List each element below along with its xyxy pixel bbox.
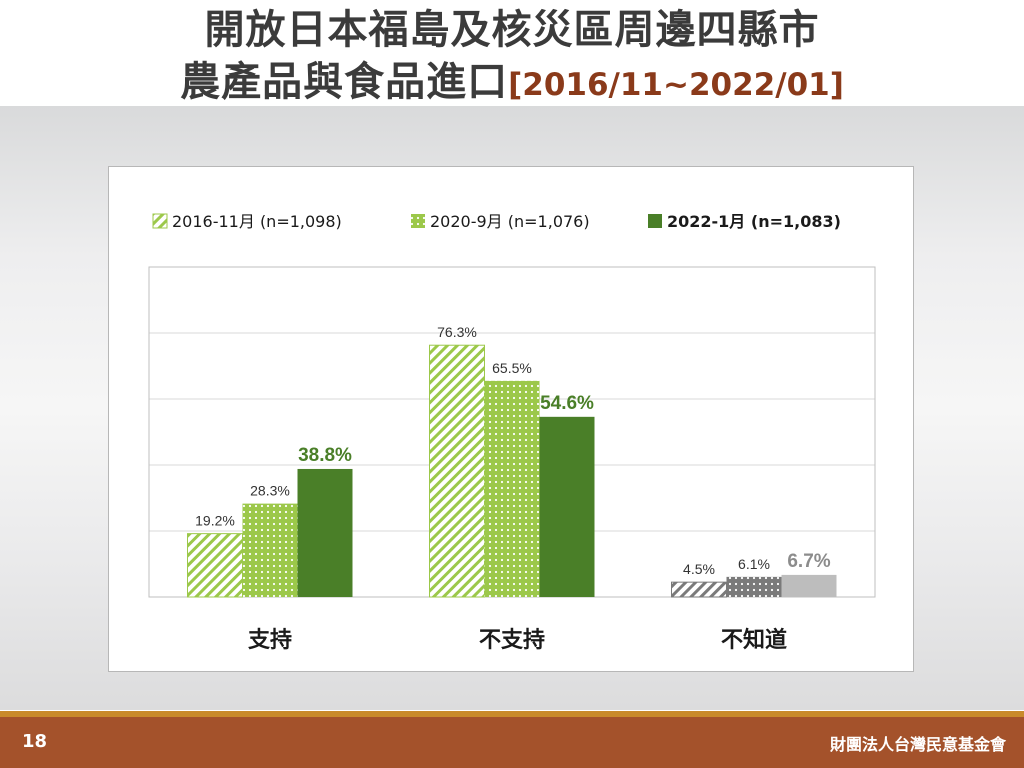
legend-label: 2020-9月 (n=1,076) [430, 212, 590, 231]
chart-value-labels: 19.2% 28.3% 38.8% 76.3% 65.5% 54.6% 4.5% 6.1% 6.… [195, 324, 831, 577]
legend-label: 2016-11月 (n=1,098) [172, 212, 342, 231]
title-line-2: 農產品與食品進口[2016/11~2022/01] [0, 56, 1024, 111]
data-label: 76.3% [437, 324, 477, 340]
category-label: 支持 [248, 628, 292, 653]
footer-accent-line [0, 711, 1024, 717]
title-date-range: [2016/11~2022/01] [508, 67, 844, 103]
bar [539, 416, 595, 597]
category-label: 不知道 [721, 627, 787, 653]
data-label: 65.5% [492, 360, 532, 376]
data-label: 6.7% [787, 551, 830, 572]
bar [671, 581, 727, 598]
chart-panel: 2016-11月 (n=1,098) 2020-9月 (n=1,076) 2022-… [108, 166, 914, 672]
data-label: 4.5% [683, 561, 715, 577]
title-line-1: 開放日本福島及核災區周邊四縣市 [204, 7, 820, 53]
chart-legend: 2016-11月 (n=1,098) 2020-9月 (n=1,076) 2022-… [152, 212, 841, 231]
bar [297, 468, 353, 597]
bar [242, 503, 298, 597]
data-label: 19.2% [195, 513, 235, 529]
data-label: 38.8% [298, 445, 352, 466]
data-label: 54.6% [540, 393, 594, 414]
bar [484, 380, 540, 597]
bar-chart: 2016-11月 (n=1,098) 2020-9月 (n=1,076) 2022-… [148, 212, 876, 653]
legend-label: 2022-1月 (n=1,083) [667, 212, 841, 231]
data-label: 6.1% [738, 556, 770, 572]
bar [781, 574, 837, 597]
organization-name: 財團法人台灣民意基金會 [829, 735, 1006, 754]
title-line-2-text: 農產品與食品進口 [180, 59, 509, 105]
legend-swatch [152, 213, 168, 229]
slide-title: 開放日本福島及核災區周邊四縣市 農產品與食品進口[2016/11~2022/01… [0, 4, 1024, 111]
data-label: 28.3% [250, 483, 290, 499]
page-number: 18 [22, 731, 48, 752]
chart-bars [187, 344, 837, 598]
bar [726, 576, 782, 597]
bar [429, 344, 485, 598]
bar [187, 533, 243, 598]
chart-category-labels: 支持 不支持 不知道 [248, 627, 787, 653]
category-label: 不支持 [479, 628, 545, 653]
legend-swatch [411, 214, 425, 228]
legend-swatch [648, 214, 662, 228]
footer-bar: 18 財團法人台灣民意基金會 [0, 717, 1024, 768]
